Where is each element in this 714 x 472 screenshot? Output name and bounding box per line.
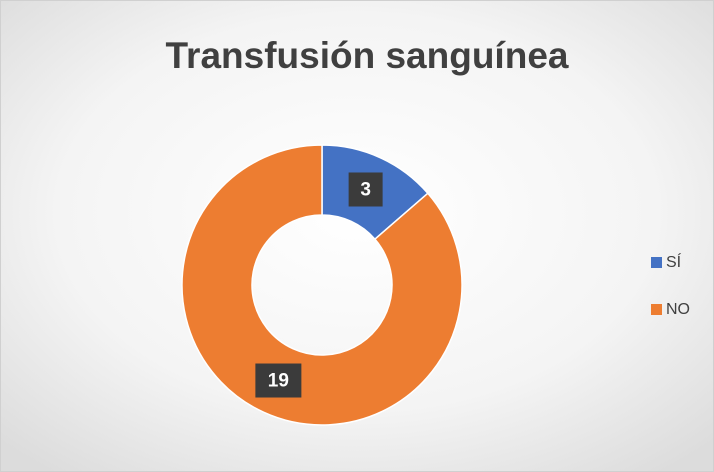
legend-swatch: [651, 257, 662, 268]
chart-title: Transfusión sanguínea: [166, 35, 569, 76]
legend-label: NO: [666, 301, 690, 318]
data-label: 19: [268, 371, 289, 392]
legend-label: SÍ: [666, 252, 682, 271]
legend-swatch: [651, 304, 662, 315]
data-label-box: [348, 172, 383, 207]
donut-slice: [181, 144, 463, 426]
data-label: 3: [360, 180, 371, 201]
data-label-box: [255, 363, 302, 398]
